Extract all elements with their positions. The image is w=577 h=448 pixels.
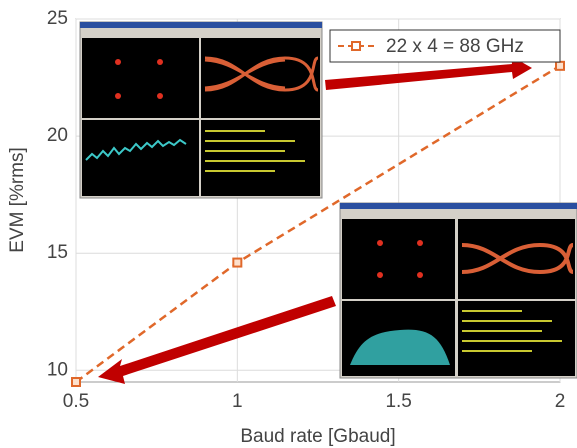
screenshot-inset <box>339 202 577 379</box>
y-tick-label: 15 <box>47 242 68 263</box>
data-point <box>71 377 81 387</box>
legend-marker <box>351 41 361 51</box>
y-tick-label: 25 <box>47 8 68 29</box>
y-tick-label: 10 <box>47 359 68 380</box>
arrow <box>98 56 532 384</box>
x-tick-label: 2 <box>555 391 566 412</box>
legend: 22 x 4 = 88 GHz <box>329 29 561 63</box>
data-point <box>555 60 565 71</box>
x-tick-label: 0.5 <box>63 391 89 412</box>
x-tick-label: 1.5 <box>385 391 411 412</box>
screenshot-inset <box>79 21 323 199</box>
x-tick-label: 1 <box>232 391 243 412</box>
data-point <box>232 257 243 268</box>
x-axis-title: Baud rate [Gbaud] <box>240 426 395 447</box>
legend-label: 22 x 4 = 88 GHz <box>386 36 524 57</box>
y-axis-title: EVM [%rms] <box>7 147 28 253</box>
y-tick-label: 20 <box>47 125 68 146</box>
